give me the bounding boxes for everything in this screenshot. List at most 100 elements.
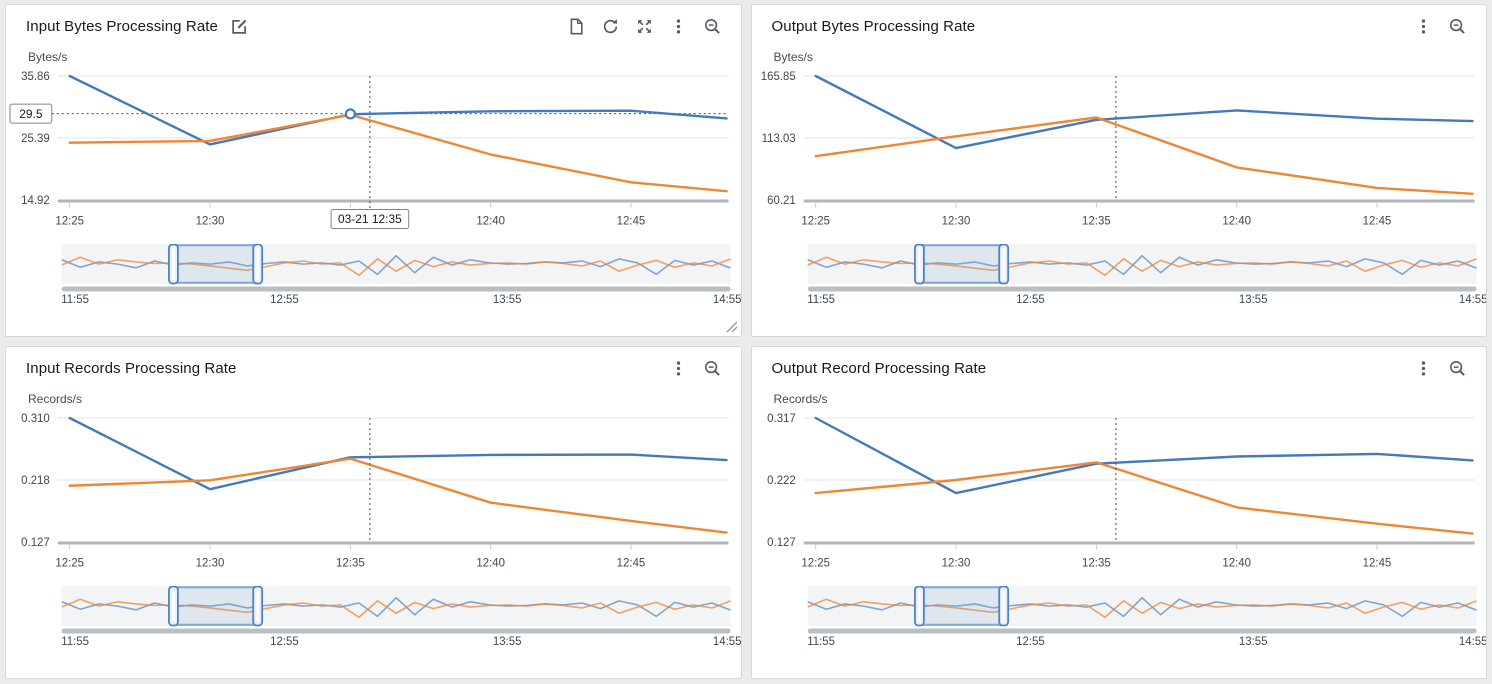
main-chart-area[interactable]: 165.85 113.03 60.21 12:25 12:30 12:35 12:40 12:…: [752, 66, 1487, 244]
overview-time-label: 12:55: [1016, 636, 1045, 648]
main-chart-area[interactable]: 0.310 0.218 0.127 12:25 12:30 12:35 12:40 12:45: [6, 408, 741, 586]
main-chart-area[interactable]: 0.317 0.222 0.127 12:25 12:30 12:35 12:40 12:45: [752, 408, 1487, 586]
x-tick-label: 12:45: [1362, 215, 1391, 227]
zoom-out-icon[interactable]: [704, 360, 721, 377]
panel-output-records: Output Record Processing Rate Records/s …: [750, 346, 1487, 679]
x-tick-label: 12:30: [196, 215, 225, 227]
x-tick-label: 12:45: [617, 215, 646, 227]
overview-time-label: 14:55: [1458, 294, 1486, 306]
series-line-blue[interactable]: [68, 74, 728, 146]
x-tick-label: 12:45: [617, 557, 646, 569]
zoom-out-icon[interactable]: [704, 18, 721, 35]
series-line-orange[interactable]: [814, 461, 1474, 535]
panel-resize-handle[interactable]: [726, 321, 738, 333]
main-chart-canvas[interactable]: 35.86 25.39 14.92 12:25 12:30 12:40 12:45 29.5 0…: [6, 66, 741, 244]
y-tick-label: 0.218: [21, 475, 50, 487]
series-line-blue[interactable]: [814, 416, 1474, 495]
panel-input-bytes: Input Bytes Processing Rate Bytes/s 35.8…: [5, 4, 742, 337]
series-line-blue[interactable]: [814, 74, 1474, 150]
overview-time-label: 13:55: [493, 294, 522, 306]
y-tick-label: 165.85: [760, 71, 795, 83]
main-chart-area[interactable]: 35.86 25.39 14.92 12:25 12:30 12:40 12:45 29.5 0…: [6, 66, 741, 244]
expand-icon[interactable]: [636, 18, 653, 35]
overview-scrollbar[interactable]: [61, 628, 731, 634]
overview-canvas[interactable]: 11:55 12:55 13:55 14:55: [752, 586, 1487, 648]
overview-canvas[interactable]: 11:55 12:55 13:55 14:55: [6, 586, 741, 648]
brush-selection[interactable]: [918, 244, 1004, 284]
kebab-menu-icon[interactable]: [1415, 18, 1432, 35]
y-tick-label: 25.39: [21, 133, 50, 145]
x-tick-label: 12:35: [336, 557, 365, 569]
overview-time-label: 12:55: [270, 636, 299, 648]
series-line-orange[interactable]: [814, 116, 1474, 195]
main-chart-canvas[interactable]: 165.85 113.03 60.21 12:25 12:30 12:35 12:40 12:…: [752, 66, 1487, 244]
overview-scrollbar[interactable]: [807, 628, 1477, 634]
crosshair-y-label-box: [9, 103, 53, 124]
edit-slot: [231, 18, 248, 35]
zoom-out-icon[interactable]: [1449, 360, 1466, 377]
overview-time-label: 13:55: [493, 636, 522, 648]
x-tick-label: 12:25: [55, 215, 84, 227]
x-tick-label: 12:30: [941, 215, 970, 227]
overview-scrollbar[interactable]: [807, 286, 1477, 292]
panel-title: Input Bytes Processing Rate: [26, 18, 218, 35]
brush-selection[interactable]: [173, 586, 258, 626]
y-tick-label: 14.92: [21, 195, 50, 207]
hover-point: [344, 108, 356, 120]
x-tick-label: 12:35: [1082, 557, 1111, 569]
refresh-icon[interactable]: [602, 18, 619, 35]
panel-toolbar: [568, 18, 721, 35]
overview-chart-area[interactable]: 11:55 12:55 13:55 14:55: [752, 244, 1487, 306]
y-axis-unit: Records/s: [773, 392, 828, 406]
y-tick-label: 0.127: [21, 537, 50, 549]
overview-chart-area[interactable]: 11:55 12:55 13:55 14:55: [6, 586, 741, 648]
overview-chart-area[interactable]: 11:55 12:55 13:55 14:55: [752, 586, 1487, 648]
overview-chart-area[interactable]: 11:55 12:55 13:55 14:55: [6, 244, 741, 306]
panel-output-bytes: Output Bytes Processing Rate Bytes/s 165…: [750, 4, 1487, 337]
panel-input-records: Input Records Processing Rate Records/s …: [5, 346, 742, 679]
overview-time-label: 13:55: [1238, 294, 1267, 306]
overview-time-label: 11:55: [61, 294, 89, 306]
kebab-menu-icon[interactable]: [1415, 360, 1432, 377]
edit-icon[interactable]: [231, 18, 248, 35]
crosshair-x-label: 03-21 12:35: [338, 212, 402, 226]
series-line-blue[interactable]: [68, 416, 728, 491]
panel-title: Output Bytes Processing Rate: [771, 18, 976, 35]
series-line-orange[interactable]: [68, 457, 728, 534]
overview-time-label: 13:55: [1238, 636, 1267, 648]
crosshair-y-label: 29.5: [19, 107, 43, 121]
panel-title: Output Record Processing Rate: [771, 360, 987, 377]
x-tick-label: 12:25: [801, 557, 830, 569]
x-tick-label: 12:25: [55, 557, 84, 569]
overview-time-label: 12:55: [1016, 294, 1045, 306]
brush-selection[interactable]: [173, 244, 258, 284]
y-tick-label: 35.86: [21, 71, 50, 83]
kebab-menu-icon[interactable]: [670, 360, 687, 377]
y-tick-label: 0.222: [767, 475, 796, 487]
overview-time-label: 14:55: [1458, 636, 1486, 648]
overview-time-label: 14:55: [713, 294, 741, 306]
main-chart-canvas[interactable]: 0.310 0.218 0.127 12:25 12:30 12:35 12:40 12:45: [6, 408, 741, 586]
panel-header: Input Bytes Processing Rate: [6, 5, 741, 35]
x-tick-label: 12:40: [1222, 215, 1251, 227]
panel-header: Output Bytes Processing Rate: [752, 5, 1487, 35]
overview-canvas[interactable]: 11:55 12:55 13:55 14:55: [6, 244, 741, 306]
overview-time-label: 14:55: [713, 636, 741, 648]
overview-time-label: 11:55: [807, 294, 835, 306]
overview-scrollbar[interactable]: [61, 286, 731, 292]
brush-selection[interactable]: [918, 586, 1004, 626]
overview-time-label: 11:55: [807, 636, 835, 648]
crosshair-x-label-box: [330, 209, 410, 229]
main-chart-canvas[interactable]: 0.317 0.222 0.127 12:25 12:30 12:35 12:40 12:45: [752, 408, 1487, 586]
y-tick-label: 60.21: [767, 195, 796, 207]
page-icon[interactable]: [568, 18, 585, 35]
panel-toolbar: [1415, 18, 1466, 35]
panel-toolbar: [1415, 360, 1466, 377]
x-tick-label: 12:45: [1362, 557, 1391, 569]
series-line-orange[interactable]: [68, 113, 728, 193]
y-axis-unit: Bytes/s: [28, 50, 68, 64]
kebab-menu-icon[interactable]: [670, 18, 687, 35]
overview-canvas[interactable]: 11:55 12:55 13:55 14:55: [752, 244, 1487, 306]
zoom-out-icon[interactable]: [1449, 18, 1466, 35]
